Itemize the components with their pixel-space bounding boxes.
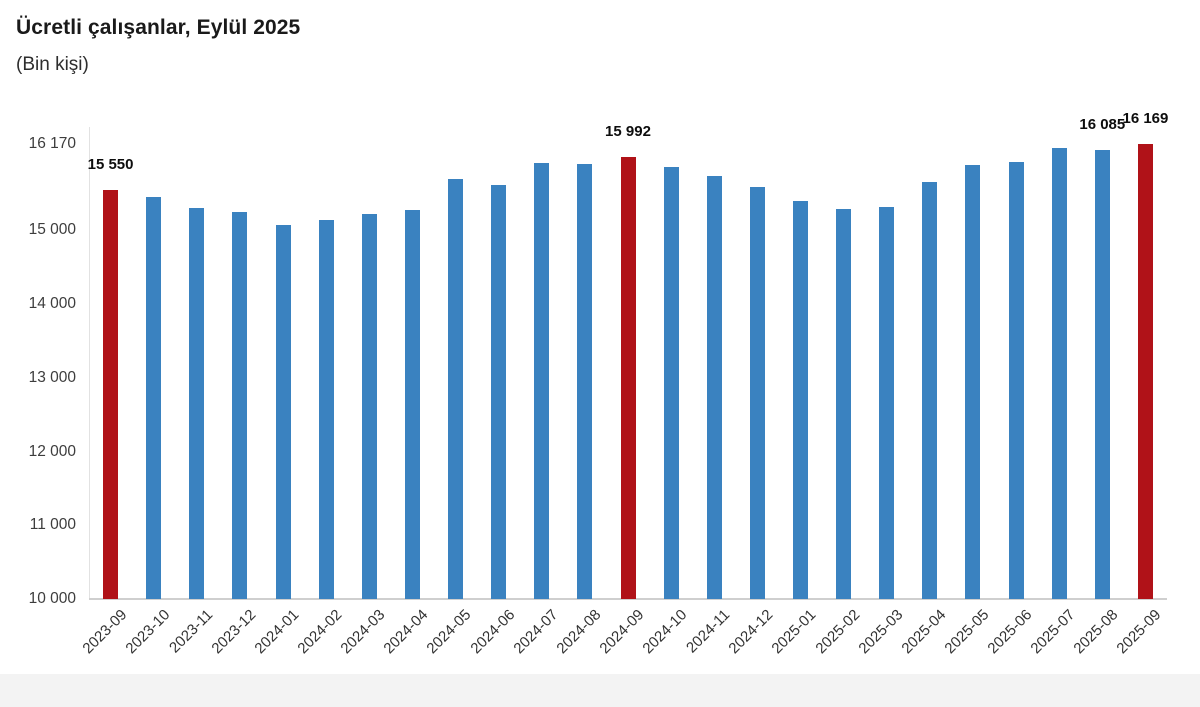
x-tick-label: 2025-05: [941, 606, 993, 658]
x-tick-label: 2025-03: [855, 606, 907, 658]
data-label-2024-09: 15 992: [605, 123, 651, 141]
y-tick-label: 15 000: [28, 221, 76, 239]
data-label-2025-08: 16 085: [1079, 116, 1126, 134]
x-tick-label: 2024-11: [683, 606, 734, 657]
y-tick-label: 16 170: [28, 134, 76, 152]
bar-2024-06: [491, 185, 507, 599]
bar-2024-05: [448, 178, 464, 599]
y-axis-line: [89, 127, 90, 599]
x-tick-label: 2024-02: [294, 606, 346, 658]
chart-subtitle: (Bin kişi): [16, 54, 89, 75]
x-tick-label: 2024-05: [423, 606, 475, 658]
y-tick-label: 11 000: [29, 516, 76, 534]
bar-2025-02: [836, 208, 852, 599]
bar-2025-01: [792, 200, 808, 599]
bar-2025-09: [1137, 144, 1153, 599]
x-tick-label: 2023-09: [78, 606, 130, 658]
bar-2025-03: [879, 207, 895, 599]
x-tick-label: 2025-06: [984, 606, 1036, 658]
y-tick-label: 13 000: [28, 368, 76, 386]
bar-2024-04: [404, 209, 420, 599]
bar-2025-06: [1008, 161, 1024, 599]
x-axis-line: [89, 598, 1167, 600]
x-tick-label: 2024-08: [553, 606, 605, 658]
bar-2024-10: [663, 166, 679, 599]
x-tick-label: 2025-02: [811, 606, 863, 658]
x-tick-label: 2024-03: [337, 606, 389, 658]
x-tick-label: 2025-09: [1113, 606, 1165, 658]
x-tick-label: 2024-06: [466, 606, 518, 658]
bar-2024-02: [318, 219, 334, 599]
data-label-2023-09: 15 550: [87, 155, 134, 173]
bar-2024-11: [706, 175, 722, 599]
y-tick-label: 10 000: [28, 590, 76, 607]
bar-2024-01: [275, 225, 291, 599]
bar-2023-12: [232, 211, 248, 599]
bar-2024-07: [534, 163, 550, 599]
bar-2025-07: [1051, 148, 1067, 599]
bar-2023-11: [189, 208, 205, 599]
y-tick-label: 12 000: [28, 442, 76, 460]
bar-2024-08: [577, 163, 593, 599]
x-tick-label: 2023-11: [165, 606, 217, 657]
bar-2024-09: [620, 157, 636, 599]
x-tick-label: 2024-01: [251, 606, 303, 658]
x-tick-label: 2023-10: [122, 606, 174, 658]
x-tick-label: 2024-04: [380, 606, 432, 658]
data-label-2025-09: 16 169: [1122, 110, 1169, 128]
x-tick-label: 2025-07: [1027, 606, 1079, 658]
x-tick-label: 2025-04: [898, 606, 950, 658]
bar-2024-03: [361, 214, 377, 599]
x-tick-label: 2023-12: [208, 606, 260, 658]
y-tick-label: 14 000: [28, 295, 76, 312]
chart-title: Ücretli çalışanlar, Eylül 2025: [16, 16, 301, 39]
x-tick-label: 2024-07: [510, 606, 562, 658]
bar-2023-10: [146, 197, 162, 599]
bar-2023-09: [103, 189, 119, 599]
footer-strip: [0, 674, 1200, 707]
x-tick-label: 2024-09: [596, 606, 648, 658]
bar-2025-08: [1094, 150, 1110, 599]
x-tick-label: 2025-08: [1070, 606, 1122, 658]
x-tick-label: 2025-01: [768, 606, 820, 658]
bar-2025-05: [965, 164, 981, 599]
bar-2025-04: [922, 182, 938, 599]
bar-2024-12: [749, 187, 765, 599]
x-tick-label: 2024-10: [639, 606, 691, 658]
x-tick-label: 2024-12: [725, 606, 777, 658]
